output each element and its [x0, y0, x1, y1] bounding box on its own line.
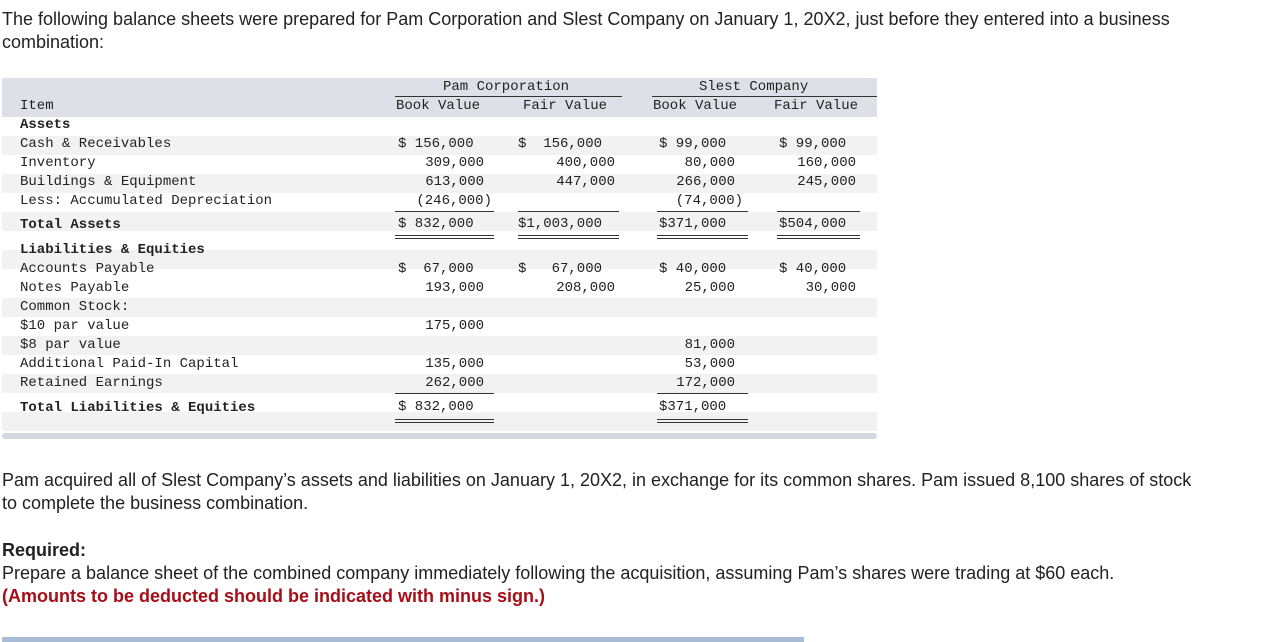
liabilities-section-label: Liabilities & Equities — [20, 242, 205, 258]
pam-fair-cell: $ 156,000 — [518, 136, 603, 152]
slest-book-cell: $371,000 — [659, 399, 727, 415]
pam-fair-cell: 208,000 — [556, 280, 615, 296]
pam-book-cell: 262,000 — [425, 375, 484, 391]
pam-book-cell: $ 832,000 — [398, 399, 474, 415]
intro-text: The following balance sheets were prepar… — [2, 9, 1170, 52]
pam-fair-cell: $1,003,000 — [518, 216, 603, 232]
pam-book-cell: $ 67,000 — [398, 261, 474, 277]
pam-fair-cell: 447,000 — [556, 174, 615, 190]
slest-book-cell: $371,000 — [659, 216, 727, 232]
pam-book-cell: $ 832,000 — [398, 216, 474, 232]
answer-panel-top-edge — [2, 637, 804, 642]
required-text: Prepare a balance sheet of the combined … — [2, 563, 1115, 583]
row-label: Accounts Payable — [20, 261, 155, 277]
required-note: (Amounts to be deducted should be indica… — [2, 586, 546, 606]
row-label: Retained Earnings — [20, 375, 163, 391]
row-label: Total Liabilities & Equities — [20, 400, 256, 416]
slest-book-cell: 25,000 — [684, 280, 735, 296]
balance-sheet-table: Pam Corporation Slest Company Item Book … — [2, 78, 877, 439]
row-label: $8 par value — [20, 337, 121, 353]
row-label: Common Stock: — [20, 299, 130, 315]
required-title: Required: — [2, 540, 87, 560]
pam-fair-cell: 400,000 — [556, 155, 615, 171]
slest-book-cell: $ 99,000 — [659, 136, 727, 152]
required-instructions: Prepare a balance sheet of the combined … — [2, 562, 1202, 608]
slest-fair-cell: 30,000 — [805, 280, 856, 296]
pam-book-cell: (246,000) — [416, 193, 492, 209]
slest-fair-value-header: Fair Value — [774, 98, 859, 114]
pam-fair-cell: $ 67,000 — [518, 261, 603, 277]
pam-book-cell: 613,000 — [425, 174, 484, 190]
slest-fair-cell: $ 40,000 — [779, 261, 847, 277]
pam-book-cell: $ 156,000 — [398, 136, 474, 152]
row-label: Notes Payable — [20, 280, 130, 296]
acquisition-text: Pam acquired all of Slest Company’s asse… — [2, 470, 1192, 513]
slest-book-cell: 80,000 — [684, 155, 735, 171]
assets-section-label: Assets — [20, 117, 71, 133]
slest-book-cell: $ 40,000 — [659, 261, 727, 277]
table-header-band — [2, 78, 877, 117]
row-label: Cash & Receivables — [20, 136, 172, 152]
row-label: Additional Paid-In Capital — [20, 356, 239, 372]
slest-book-cell: 266,000 — [676, 174, 735, 190]
slest-book-cell: 81,000 — [684, 337, 735, 353]
row-label: Total Assets — [20, 217, 121, 233]
row-label: Buildings & Equipment — [20, 174, 197, 190]
slest-book-value-header: Book Value — [653, 98, 738, 114]
pam-corporation-header: Pam Corporation — [443, 79, 570, 95]
pam-fair-value-header: Fair Value — [523, 98, 608, 114]
pam-book-value-header: Book Value — [396, 98, 481, 114]
required-section: Required: Prepare a balance sheet of the… — [2, 539, 1202, 608]
pam-book-cell: 135,000 — [425, 356, 484, 372]
slest-fair-cell: $ 99,000 — [779, 136, 847, 152]
slest-fair-cell: 245,000 — [797, 174, 856, 190]
slest-company-header: Slest Company — [699, 79, 809, 95]
pam-book-cell: 193,000 — [425, 280, 484, 296]
pam-book-cell: 175,000 — [425, 318, 484, 334]
row-label: Less: Accumulated Depreciation — [20, 193, 273, 209]
row-label: $10 par value — [20, 318, 130, 334]
slest-book-cell: (74,000) — [675, 193, 743, 209]
slest-fair-cell: 160,000 — [797, 155, 856, 171]
slest-book-cell: 53,000 — [684, 356, 735, 372]
slest-fair-cell: $504,000 — [779, 216, 847, 232]
item-header: Item — [20, 98, 54, 114]
pam-book-cell: 309,000 — [425, 155, 484, 171]
row-label: Inventory — [20, 155, 96, 171]
slest-book-cell: 172,000 — [676, 375, 735, 391]
